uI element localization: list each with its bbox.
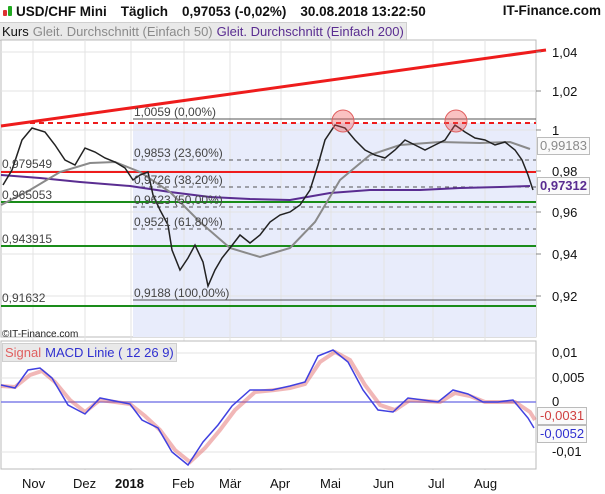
brand-label: IT-Finance.com xyxy=(502,3,601,18)
price-label: 0,97053 (-0,02%) xyxy=(182,3,287,19)
month-feb: Feb xyxy=(172,476,195,491)
fib-label-50: 0,9623 (50,00%) xyxy=(134,193,223,207)
sma200-value-tag: 0,97312 xyxy=(537,177,590,195)
macd-line xyxy=(0,349,535,467)
macd-tick-001: 0,01 xyxy=(552,345,577,360)
month-nov: Nov xyxy=(22,476,46,491)
month-maer: Mär xyxy=(219,476,242,491)
macd-legend: Signal MACD Linie ( 12 26 9) xyxy=(2,343,177,362)
support-lines[interactable] xyxy=(1,201,536,307)
price-tick-096: 0,96 xyxy=(552,205,577,220)
level-label-3: 0,943915 xyxy=(2,232,52,246)
fib-label-236: 0,9853 (23,60%) xyxy=(134,146,223,160)
price-tick-100: 1 xyxy=(552,123,559,138)
fib-label-618: 0,9521 (61,80%) xyxy=(134,215,223,229)
month-jul: Jul xyxy=(428,476,445,491)
interval-label[interactable]: Täglich xyxy=(120,3,169,19)
macd-tick-neg001: -0,01 xyxy=(552,444,582,459)
legend-kurs[interactable]: Kurs xyxy=(2,24,29,39)
price-tick-094: 0,94 xyxy=(552,247,577,262)
macd-value-tag: -0,0052 xyxy=(537,425,588,443)
month-mai: Mai xyxy=(320,476,341,491)
sma50-value-tag: 0,99183 xyxy=(537,137,590,155)
candlestick-icon xyxy=(3,5,13,17)
price-line xyxy=(2,123,534,289)
month-dez: Dez xyxy=(73,476,97,491)
fib-label-100: 0,9188 (100,00%) xyxy=(134,286,229,300)
trendline[interactable] xyxy=(0,48,547,128)
copyright-label: ©IT-Finance.com xyxy=(2,329,79,340)
fib-label-0: 1,0059 (0,00%) xyxy=(134,105,216,119)
month-jun: Jun xyxy=(373,476,394,491)
signal-value-tag: -0,0031 xyxy=(537,407,588,425)
chart-header: USD/CHF Mini Täglich 0,97053 (-0,02%) 30… xyxy=(0,0,605,22)
level-label-4: 0,91632 xyxy=(2,291,46,305)
symbol-label: USD/CHF Mini xyxy=(16,3,107,19)
indicator-legend: Kurs Gleit. Durchschnitt (Einfach 50) Gl… xyxy=(0,22,407,41)
month-2018: 2018 xyxy=(115,476,144,491)
month-apr: Apr xyxy=(270,476,291,491)
top-marker-2 xyxy=(444,109,468,133)
price-tick-098: 0,98 xyxy=(552,164,577,179)
macd-tick-0: 0 xyxy=(552,394,559,409)
level-label-2: 0,965053 xyxy=(2,188,52,202)
macd-tick-0005: 0,005 xyxy=(552,370,585,385)
sma200-line xyxy=(0,174,531,202)
month-aug: Aug xyxy=(474,476,498,491)
legend-sma200[interactable]: Gleit. Durchschnitt (Einfach 200) xyxy=(216,24,404,39)
legend-macd[interactable]: MACD Linie ( 12 26 9) xyxy=(45,345,174,360)
fib-label-382: 0,9726 (38,20%) xyxy=(134,173,223,187)
legend-signal[interactable]: Signal xyxy=(5,345,42,360)
datetime-label: 30.08.2018 13:22:50 xyxy=(300,3,426,19)
level-label-1: 0,979549 xyxy=(2,157,52,171)
legend-sma50[interactable]: Gleit. Durchschnitt (Einfach 50) xyxy=(32,24,213,39)
fibonacci-zone xyxy=(133,123,536,337)
price-tick-092: 0,92 xyxy=(552,289,577,304)
price-tick-102: 1,02 xyxy=(552,84,577,99)
top-marker-1 xyxy=(331,109,355,133)
price-tick-104: 1,04 xyxy=(552,45,577,60)
